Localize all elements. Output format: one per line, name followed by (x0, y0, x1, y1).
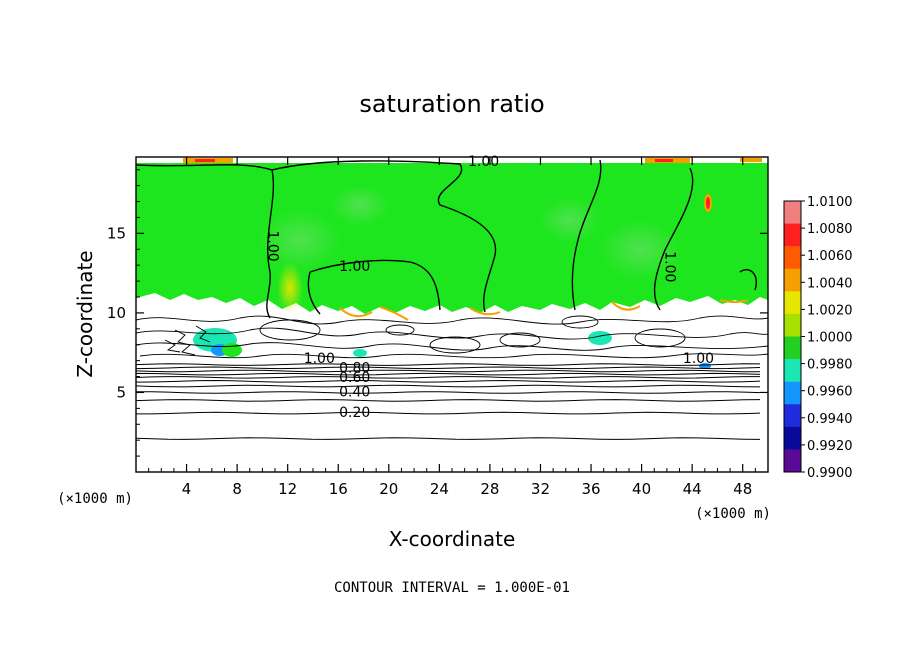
small-cell (706, 197, 710, 209)
y-tick-label: 5 (116, 383, 126, 401)
stratified-contour (136, 384, 761, 388)
colorbar-label: 1.0040 (807, 276, 853, 291)
y-tick-label: 10 (107, 304, 126, 322)
colorbar-swatch (784, 223, 801, 247)
top-strip-orange (740, 158, 762, 162)
subsat-blob (588, 331, 612, 345)
x-axis-label: X-coordinate (389, 527, 516, 551)
x-unit-right: (×1000 m) (695, 506, 771, 522)
top-strip (136, 157, 768, 163)
light-band (260, 210, 340, 270)
contour-label: 1.00 (661, 251, 677, 282)
x-tick-label: 32 (531, 480, 550, 498)
stratified-contour (136, 379, 761, 383)
contour-labels: 1.001.001.00 1.001.00 1.000.800.600.400.20 (265, 154, 715, 421)
x-unit-left: (×1000 m) (57, 491, 133, 507)
top-strip-red (195, 159, 215, 162)
colorbar: 1.0100 1.0080 1.0060 1.0040 1.0020 1.0000 0.99… (783, 195, 853, 481)
contour-lines-upper (136, 159, 757, 319)
x-tick-label: 36 (581, 480, 600, 498)
contour-label: 1.00 (683, 351, 714, 367)
x-tick-label: 12 (278, 480, 297, 498)
colorbar-label: 1.0060 (807, 249, 853, 264)
x-tick-label: 40 (632, 480, 651, 498)
colorbar-label: 1.0020 (807, 303, 853, 318)
colorbar-label: 1.0080 (807, 222, 853, 237)
stratified-contour (136, 399, 761, 402)
supersat-hotspot (277, 262, 303, 314)
colorbar-swatch (784, 201, 801, 224)
colorbar-swatch (784, 426, 801, 450)
x-tick-label: 48 (733, 480, 752, 498)
colorbar-label: 0.9900 (807, 466, 853, 481)
light-band (540, 198, 600, 242)
stratified-contour (136, 366, 761, 370)
contour-label: 0.20 (339, 405, 370, 421)
contour-label: 1.00 (468, 154, 499, 170)
x-tick-label: 28 (480, 480, 499, 498)
colorbar-swatch (784, 404, 801, 428)
colorbar-swatch (784, 291, 801, 315)
colorbar-label: 1.0100 (807, 195, 853, 210)
contour-label: 0.80 (339, 361, 370, 377)
y-axis: 5 10 15 (107, 169, 768, 457)
stratified-contour (136, 369, 760, 373)
plot-area (136, 157, 768, 472)
contour-lines-stratified (136, 363, 761, 440)
x-tick-label: 16 (329, 480, 348, 498)
y-axis-label: Z-coordinate (73, 250, 97, 377)
contour-lines-cloud (136, 315, 768, 359)
x-tick-label: 44 (683, 480, 702, 498)
subsat-blob (222, 343, 242, 357)
contour-interval-note: CONTOUR INTERVAL = 1.000E-01 (334, 580, 570, 596)
colorbar-label: 1.0000 (807, 331, 853, 346)
cloud-base-fringe (339, 299, 749, 321)
x-tick-label: 24 (430, 480, 449, 498)
colorbar-swatch (784, 268, 801, 292)
contour-label: 1.00 (265, 231, 281, 262)
colorbar-label: 0.9920 (807, 439, 853, 454)
colorbar-swatch (784, 449, 801, 473)
contour-label: 0.40 (339, 385, 370, 401)
colorbar-label: 0.9960 (807, 385, 853, 400)
colorbar-swatch (784, 246, 801, 270)
colorbar-swatch (784, 381, 801, 405)
top-strip-red (655, 159, 673, 162)
x-tick-label: 8 (232, 480, 242, 498)
colorbar-swatch (784, 359, 801, 382)
colorbar-label: 0.9980 (807, 358, 853, 373)
light-band (330, 185, 390, 225)
x-tick-label: 20 (379, 480, 398, 498)
colorbar-swatch (784, 313, 801, 337)
x-axis: 4 8 12 16 20 24 28 32 36 40 44 48 (148, 157, 756, 498)
y-tick-label: 15 (107, 224, 126, 242)
contour-label: 0.60 (339, 370, 370, 386)
stratified-contour (136, 411, 761, 415)
stratified-contour (136, 437, 761, 440)
stratified-contour (136, 391, 761, 394)
stratified-contour (136, 372, 761, 376)
colorbar-swatch (784, 336, 801, 360)
contour-label: 1.00 (304, 351, 335, 367)
stratified-contour (136, 363, 761, 366)
subsat-blob (353, 349, 367, 357)
contour-label: 1.00 (339, 259, 370, 275)
x-tick-label: 4 (182, 480, 192, 498)
colorbar-label: 0.9940 (807, 412, 853, 427)
chart-title: saturation ratio (359, 90, 544, 118)
stratified-contour (136, 376, 760, 379)
